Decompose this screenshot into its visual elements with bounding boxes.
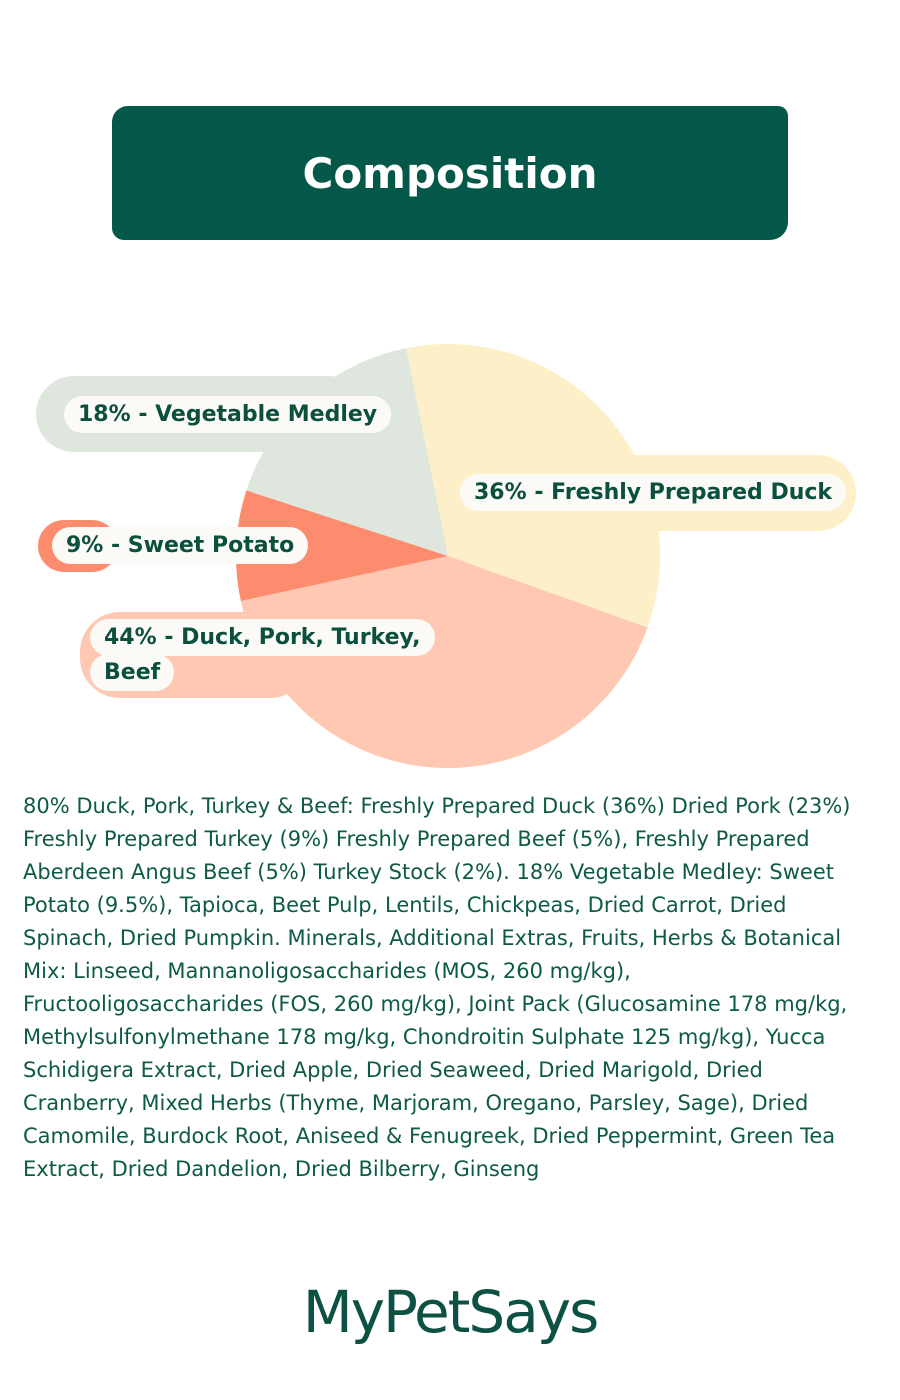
- slice-label-text: 9% - Sweet Potato: [52, 527, 309, 564]
- brand-logo: MyPetSays: [302, 1278, 600, 1346]
- slice-label-text: 36% - Freshly Prepared Duck: [460, 474, 847, 511]
- pie-slice: [236, 490, 448, 601]
- slice-label: 18% - Vegetable Medley: [64, 396, 392, 433]
- pie-slice: [240, 556, 648, 768]
- description: 80% Duck, Pork, Turkey & Beef: Freshly P…: [23, 794, 851, 1181]
- pie-slice: [246, 348, 448, 556]
- slice-label: 44% - Duck, Pork, Turkey, Beef: [90, 619, 450, 691]
- slice-label: 36% - Freshly Prepared Duck: [460, 474, 847, 511]
- chart-title: Composition: [112, 106, 788, 240]
- slice-label-text: 44% - Duck, Pork, Turkey, Beef: [90, 619, 435, 691]
- slice-label-text: 18% - Vegetable Medley: [64, 396, 392, 433]
- slice-label: 9% - Sweet Potato: [52, 527, 309, 564]
